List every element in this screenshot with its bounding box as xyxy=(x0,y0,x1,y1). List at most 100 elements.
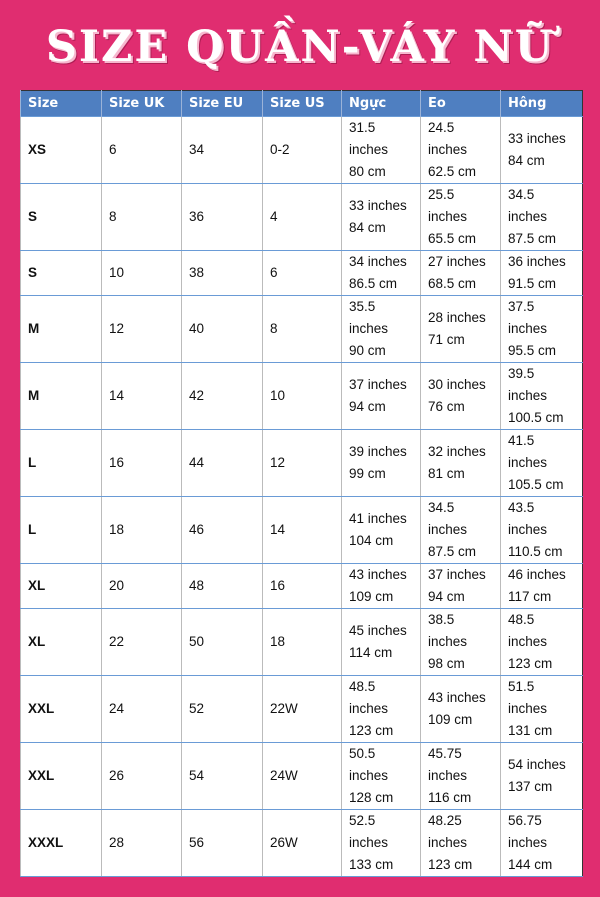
cell-line: 133 cm xyxy=(349,857,394,872)
cell-line: inches xyxy=(428,209,468,224)
cell-line: XXL xyxy=(28,701,55,716)
cell-line: inches xyxy=(508,522,548,537)
table-cell: 25.5 inches 65.5 cm xyxy=(420,183,501,251)
cell-line: 98 cm xyxy=(428,656,465,671)
table-row: L 18 46 14 41 inches 104 cm 34.5 inches 87.5 cm 4… xyxy=(20,496,583,564)
table-cell: 37 inches 94 cm xyxy=(420,563,501,609)
cell-line: 109 cm xyxy=(428,712,473,727)
cell-line: 33 inches xyxy=(349,198,407,213)
size-table: Size Size UK Size EU Size US Ngực Eo Hông XS 6 3… xyxy=(20,90,583,877)
cell-line: 27 inches xyxy=(428,254,486,269)
cell-line: 56 xyxy=(189,835,205,850)
cell-line: 32 inches xyxy=(428,444,486,459)
cell-line: 28 xyxy=(109,835,125,850)
table-row: S 8 36 4 33 inches 84 cm 25.5 inches 65.5 cm 34.5… xyxy=(20,183,583,251)
cell-line: inches xyxy=(508,455,548,470)
cell-line: 80 cm xyxy=(349,164,386,179)
table-cell: 18 xyxy=(262,608,342,676)
table-cell: 14 xyxy=(262,496,342,564)
cell-line: 10 xyxy=(270,388,286,403)
table-cell: 24.5 inches 62.5 cm xyxy=(420,116,501,184)
table-cell: 20 xyxy=(101,563,182,609)
cell-line: L xyxy=(28,455,37,470)
table-cell: 48.25 inches 123 cm xyxy=(420,809,501,877)
cell-line: inches xyxy=(349,142,389,157)
table-cell: 33 inches 84 cm xyxy=(341,183,421,251)
cell-line: inches xyxy=(508,209,548,224)
table-cell: 12 xyxy=(262,429,342,497)
table-cell: 16 xyxy=(101,429,182,497)
table-cell: 24W xyxy=(262,742,342,810)
cell-line: 117 cm xyxy=(508,589,552,604)
table-cell: 38.5 inches 98 cm xyxy=(420,608,501,676)
table-cell: 34 xyxy=(181,116,263,184)
column-header: Size US xyxy=(262,90,342,117)
table-cell: 36 xyxy=(181,183,263,251)
cell-line: 81 cm xyxy=(428,466,465,481)
cell-line: 76 cm xyxy=(428,399,465,414)
table-cell: S xyxy=(20,250,102,296)
table-row: M 14 42 10 37 inches 94 cm 30 inches 76 cm 39.5 i… xyxy=(20,362,583,430)
cell-line: 123 cm xyxy=(349,723,394,738)
cell-line: 48.5 xyxy=(508,612,535,627)
cell-line: 52.5 xyxy=(349,813,376,828)
cell-line: 8 xyxy=(270,321,278,336)
cell-line: 48.5 xyxy=(349,679,376,694)
table-cell: 4 xyxy=(262,183,342,251)
cell-line: 25.5 xyxy=(428,187,455,202)
table-cell: 54 xyxy=(181,742,263,810)
table-cell: 6 xyxy=(262,250,342,296)
cell-line: 99 cm xyxy=(349,466,386,481)
table-cell: 41 inches 104 cm xyxy=(341,496,421,564)
table-cell: 37.5 inches 95.5 cm xyxy=(500,295,583,363)
cell-line: inches xyxy=(349,701,389,716)
cell-line: 46 inches xyxy=(508,567,566,582)
cell-line: 94 cm xyxy=(349,399,386,414)
table-row: M 12 40 8 35.5 inches 90 cm 28 inches 71 cm 37.5 i… xyxy=(20,295,583,363)
table-cell: M xyxy=(20,295,102,363)
cell-line: 50.5 xyxy=(349,746,376,761)
cell-line: M xyxy=(28,321,40,336)
cell-line: 54 inches xyxy=(508,757,566,772)
table-cell: 43 inches 109 cm xyxy=(420,675,501,743)
cell-line: 100.5 cm xyxy=(508,410,564,425)
cell-line: 114 cm xyxy=(349,645,393,660)
cell-line: 16 xyxy=(109,455,125,470)
table-cell: 54 inches 137 cm xyxy=(500,742,583,810)
table-row: XXL 26 54 24W 50.5 inches 128 cm 45.75 inches 116… xyxy=(20,742,583,810)
cell-line: 52 xyxy=(189,701,205,716)
cell-line: 48.25 xyxy=(428,813,462,828)
table-cell: 37 inches 94 cm xyxy=(341,362,421,430)
table-cell: 28 inches 71 cm xyxy=(420,295,501,363)
cell-line: 91.5 cm xyxy=(508,276,557,291)
cell-line: 33 inches xyxy=(508,131,566,146)
cell-line: 34.5 xyxy=(508,187,535,202)
table-cell: 39 inches 99 cm xyxy=(341,429,421,497)
table-cell: 44 xyxy=(181,429,263,497)
cell-line: XL xyxy=(28,634,46,649)
table-cell: 34.5 inches 87.5 cm xyxy=(500,183,583,251)
cell-line: 45 inches xyxy=(349,623,407,638)
cell-line: 87.5 cm xyxy=(428,544,477,559)
cell-line: inches xyxy=(428,835,468,850)
cell-line: 45.75 xyxy=(428,746,462,761)
page-title: SIZE QUẦN-VÁY NỮ xyxy=(45,22,555,72)
cell-line: 12 xyxy=(109,321,125,336)
cell-line: 18 xyxy=(270,634,286,649)
cell-line: 14 xyxy=(109,388,125,403)
table-cell: 12 xyxy=(101,295,182,363)
cell-line: 35.5 xyxy=(349,299,376,314)
cell-line: 62.5 cm xyxy=(428,164,477,179)
table-cell: 6 xyxy=(101,116,182,184)
cell-line: 12 xyxy=(270,455,286,470)
table-cell: 48.5 inches 123 cm xyxy=(500,608,583,676)
cell-line: 6 xyxy=(109,142,117,157)
table-cell: 35.5 inches 90 cm xyxy=(341,295,421,363)
table-cell: XXL xyxy=(20,675,102,743)
table-cell: 28 xyxy=(101,809,182,877)
table-row: XS 6 34 0-2 31.5 inches 80 cm 24.5 inches 62.5 cm… xyxy=(20,116,583,184)
cell-line: 38 xyxy=(189,265,205,280)
cell-line: 41.5 xyxy=(508,433,535,448)
cell-line: 86.5 cm xyxy=(349,276,398,291)
cell-line: 109 cm xyxy=(349,589,394,604)
